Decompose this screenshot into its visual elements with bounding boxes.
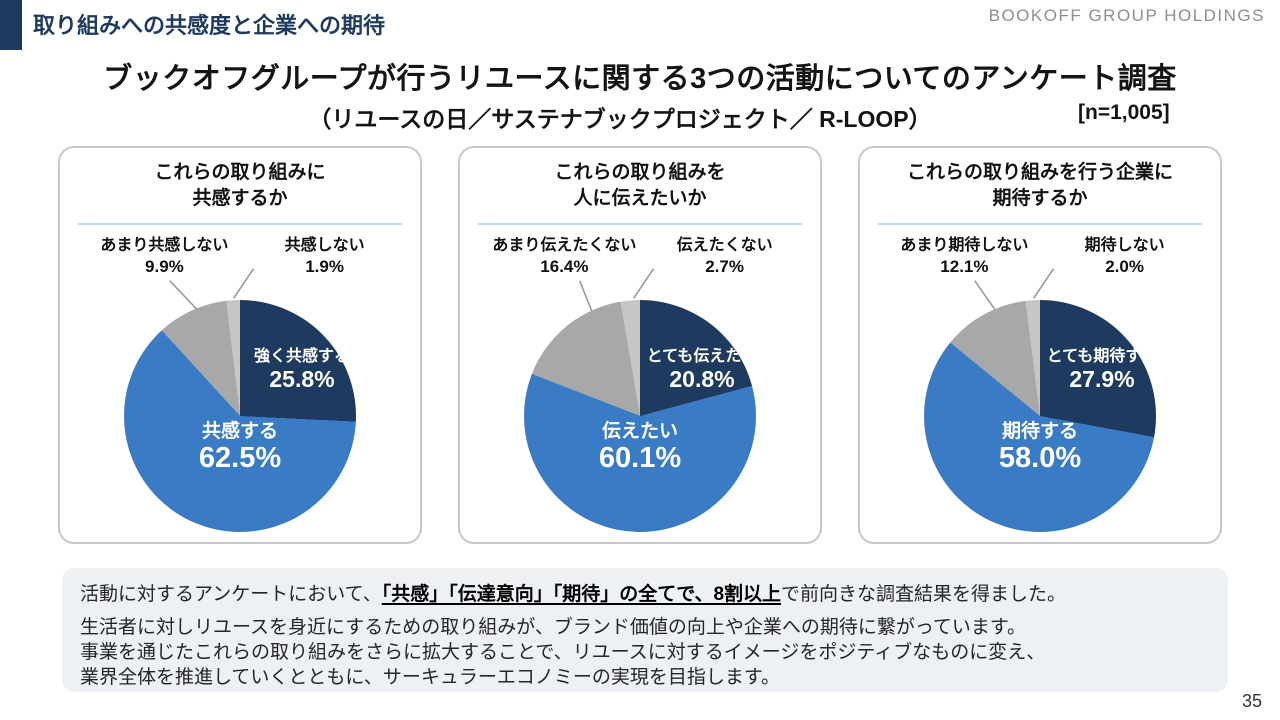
slice-percent: 9.9%	[145, 257, 184, 276]
pie-inside-label-strong: 強く共感する 25.8%	[254, 348, 350, 393]
survey-panel-expectation: これらの取り組みを行う企業に 期待するか あまり期待しない 12.1% 期待しな…	[858, 146, 1222, 544]
pie-inside-label-main: 伝えたい 60.1%	[599, 421, 681, 475]
pie-inside-label-main: 期待する 58.0%	[999, 421, 1081, 475]
panel-title-divider	[478, 223, 802, 225]
summary-line-2: 生活者に対しリユースを身近にするための取り組みが、ブランド価値の向上や企業への期…	[80, 617, 1027, 638]
page-number: 35	[1241, 691, 1262, 711]
slice-label: 伝えたい	[601, 421, 679, 442]
summary-line-1: 活動に対するアンケートにおいて、「共感」「伝達意向」「期待」の全てで、8割以上で…	[80, 579, 1210, 606]
pie-chart-expectation	[924, 300, 1156, 532]
slice-percent: 2.7%	[705, 257, 744, 276]
panel-title: これらの取り組みに 共感するか	[154, 162, 326, 209]
panel-title-divider	[78, 223, 402, 225]
slice-percent: 62.5%	[198, 442, 282, 475]
slice-percent: 58.0%	[998, 442, 1082, 475]
survey-panel-empathy: これらの取り組みに 共感するか あまり共感しない 9.9% 共感しない 1.9%…	[58, 146, 422, 544]
slice-percent: 12.1%	[940, 257, 989, 276]
slice-label: とても伝えたい	[646, 348, 758, 365]
chart-panels: これらの取り組みに 共感するか あまり共感しない 9.9% 共感しない 1.9%…	[58, 146, 1222, 544]
slice-label: 共感しない	[284, 237, 365, 254]
pie-inside-label-strong: とても期待する 27.9%	[1047, 348, 1158, 393]
slice-label: 期待する	[1001, 421, 1079, 442]
summary-box: 活動に対するアンケートにおいて、「共感」「伝達意向」「期待」の全てで、8割以上で…	[62, 568, 1228, 692]
survey-panel-telling: これらの取り組みを 人に伝えたいか あまり伝えたくない 16.4% 伝えたくない…	[458, 146, 822, 544]
brand-logo-text: BOOKOFF GROUP HOLDINGS	[988, 6, 1265, 25]
outside-label-negative: 伝えたくない 2.7%	[658, 236, 791, 277]
pie-chart-telling	[524, 300, 756, 532]
outside-label-weak-negative: あまり共感しない 9.9%	[82, 236, 248, 277]
slice-percent: 2.0%	[1105, 257, 1144, 276]
outside-label-negative: 共感しない 1.9%	[258, 236, 391, 277]
summary-line-4: 業界全体を推進していくとともに、サーキュラーエコノミーの実現を目指します。	[80, 667, 780, 688]
pie-chart-empathy	[124, 300, 356, 532]
outside-label-negative: 期待しない 2.0%	[1058, 236, 1191, 277]
pie-inside-label-main: 共感する 62.5%	[199, 421, 281, 475]
summary-highlight: 「共感」「伝達意向」「期待」の全てで、8割以上	[381, 584, 782, 605]
slice-percent: 25.8%	[269, 366, 335, 393]
summary-text: で前向きな調査結果を得ました。	[781, 584, 1067, 605]
sample-size: [n=1,005]	[1078, 101, 1170, 124]
pie-inside-label-strong: とても伝えたい 20.8%	[647, 348, 758, 393]
slice-percent: 20.8%	[669, 366, 735, 393]
slice-label: とても期待する	[1046, 348, 1158, 365]
slice-label: 強く共感する	[253, 348, 351, 365]
survey-subtitle: （リユースの日／サステナブックプロジェクト／ R-LOOP）	[308, 106, 932, 132]
slice-label: 共感する	[201, 421, 279, 442]
slice-label: あまり共感しない	[100, 237, 229, 254]
section-accent-block	[0, 0, 22, 50]
outside-label-weak-negative: あまり期待しない 12.1%	[882, 236, 1048, 277]
slice-percent: 27.9%	[1069, 366, 1135, 393]
slice-label: あまり伝えたくない	[492, 237, 637, 254]
slice-percent: 1.9%	[305, 257, 344, 276]
panel-title-divider	[878, 223, 1202, 225]
summary-text: 活動に対するアンケートにおいて、	[80, 584, 382, 605]
slice-percent: 16.4%	[540, 257, 589, 276]
outside-label-weak-negative: あまり伝えたくない 16.4%	[482, 236, 648, 277]
slice-label: 伝えたくない	[676, 237, 773, 254]
survey-title: ブックオフグループが行うリユースに関する3つの活動についてのアンケート調査	[103, 63, 1177, 95]
section-title: 取り組みへの共感度と企業への期待	[33, 13, 386, 38]
panel-title: これらの取り組みを 人に伝えたいか	[554, 162, 726, 209]
summary-line-3: 事業を通じたこれらの取り組みをさらに拡大することで、リユースに対するイメージをポ…	[80, 642, 1046, 663]
slice-label: あまり期待しない	[900, 237, 1029, 254]
slice-percent: 60.1%	[598, 442, 682, 475]
panel-title: これらの取り組みを行う企業に 期待するか	[906, 162, 1173, 209]
slice-label: 期待しない	[1084, 237, 1165, 254]
